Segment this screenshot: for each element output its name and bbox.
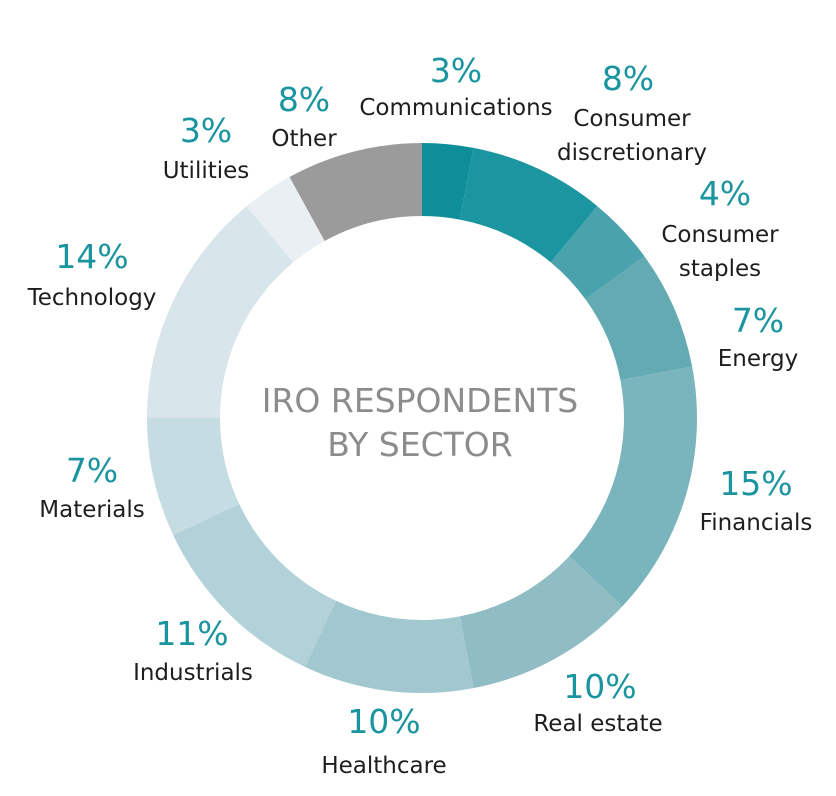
category-label-financials: Financials — [700, 510, 813, 536]
value-label-healthcare: 10% — [347, 702, 420, 741]
slice-real-estate — [459, 556, 623, 689]
slice-technology — [147, 206, 294, 418]
slice-healthcare — [304, 600, 474, 693]
center-title-line-2: BY SECTOR — [327, 425, 512, 464]
donut-slices — [147, 143, 697, 693]
slice-consumer-staples — [550, 206, 645, 300]
slice-utilities — [246, 177, 325, 263]
value-label-other: 8% — [278, 80, 330, 119]
slice-labels: 3% Communications 8% Consumer discretionary 4… — [27, 51, 813, 779]
slice-energy — [585, 256, 693, 381]
value-label-real-estate: 10% — [563, 667, 636, 706]
value-label-consumer-staples: 4% — [699, 174, 751, 213]
value-label-energy: 7% — [732, 301, 784, 340]
category-label-consumer-staples-line-1: Consumer — [661, 222, 779, 248]
category-label-healthcare: Healthcare — [321, 753, 446, 779]
category-label-consumer-staples-line-2: staples — [679, 256, 761, 282]
category-label-other: Other — [271, 126, 337, 152]
value-label-utilities: 3% — [180, 111, 232, 150]
slice-consumer-discretionary — [459, 147, 598, 263]
value-label-communications: 3% — [430, 51, 482, 90]
slice-materials — [147, 418, 240, 536]
center-title-line-1: IRO RESPONDENTS — [262, 381, 578, 420]
value-label-technology: 14% — [55, 237, 128, 276]
slice-financials — [569, 366, 697, 607]
category-label-consumer-discretionary-line-1: Consumer — [573, 106, 691, 132]
value-label-industrials: 11% — [155, 614, 228, 653]
value-label-consumer-discretionary: 8% — [602, 59, 654, 98]
slice-communications — [422, 143, 474, 220]
category-label-consumer-discretionary-line-2: discretionary — [557, 140, 707, 166]
category-label-technology: Technology — [27, 285, 157, 311]
center-title: IRO RESPONDENTS BY SECTOR — [262, 381, 578, 464]
category-label-materials: Materials — [39, 497, 144, 523]
category-label-real-estate: Real estate — [533, 711, 662, 737]
category-label-industrials: Industrials — [133, 660, 253, 686]
value-label-materials: 7% — [66, 451, 118, 490]
slice-industrials — [173, 504, 336, 667]
category-label-utilities: Utilities — [163, 158, 250, 184]
value-label-financials: 15% — [719, 464, 792, 503]
category-label-communications: Communications — [359, 95, 552, 121]
category-label-energy: Energy — [718, 346, 799, 372]
slice-other — [289, 143, 422, 241]
